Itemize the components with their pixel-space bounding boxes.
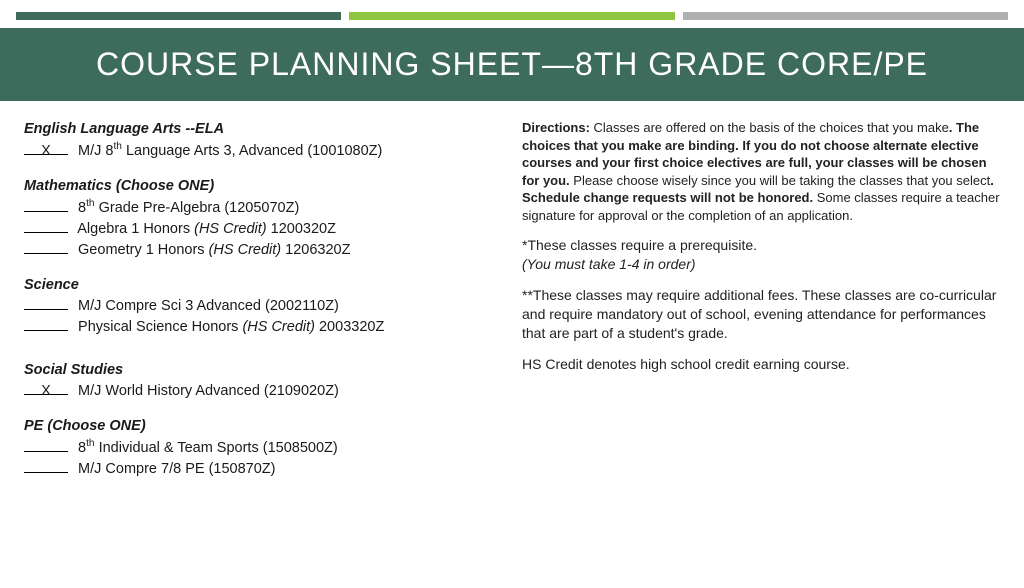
section-heading-pe: PE (Choose ONE) [24, 416, 494, 437]
section-heading-science: Science [24, 275, 494, 296]
course-row: Geometry 1 Honors (HS Credit) 1206320Z [24, 240, 494, 261]
t: 8 [78, 440, 86, 456]
t: *These classes require a prerequisite. [522, 237, 757, 253]
hs-credit: (HS Credit) [242, 319, 315, 335]
course-label: Geometry 1 Honors (HS Credit) 1206320Z [78, 242, 350, 258]
course-row: M/J Compre 7/8 PE (150870Z) [24, 459, 494, 480]
course-row: X M/J 8th Language Arts 3, Advanced (100… [24, 140, 494, 162]
section-heading-ss: Social Studies [24, 360, 494, 381]
accent-bar-3 [683, 12, 1008, 20]
course-row: Physical Science Honors (HS Credit) 2003… [24, 317, 494, 338]
selection-blank[interactable] [24, 240, 68, 254]
selection-blank[interactable] [24, 317, 68, 331]
t: 8 [78, 200, 86, 216]
course-label: 8th Individual & Team Sports (1508500Z) [78, 440, 338, 456]
t: (You must take 1-4 in order) [522, 256, 696, 272]
selection-blank[interactable] [24, 198, 68, 212]
selection-blank[interactable] [24, 438, 68, 452]
directions-column: Directions: Classes are offered on the b… [522, 119, 1000, 494]
selection-blank[interactable]: X [24, 381, 68, 395]
hs-credit: (HS Credit) [209, 242, 282, 258]
section-ela: English Language Arts --ELA X M/J 8th La… [24, 119, 494, 162]
course-label: M/J 8th Language Arts 3, Advanced (10010… [78, 143, 382, 159]
t: 1200320Z [267, 221, 336, 237]
top-accent-bars [16, 12, 1008, 20]
t: Individual & Team Sports (1508500Z) [95, 440, 338, 456]
course-label: M/J Compre 7/8 PE (150870Z) [78, 461, 275, 477]
course-label: M/J World History Advanced (2109020Z) [78, 383, 339, 399]
t: Algebra 1 Honors [77, 221, 194, 237]
course-list-column: English Language Arts --ELA X M/J 8th La… [24, 119, 494, 494]
course-label: 8th Grade Pre-Algebra (1205070Z) [78, 200, 299, 216]
t: Geometry 1 Honors [78, 242, 209, 258]
t: Please choose wisely since you will be t… [570, 173, 991, 188]
hs-credit: (HS Credit) [194, 221, 267, 237]
course-label: Physical Science Honors (HS Credit) 2003… [78, 319, 384, 335]
course-row: X M/J World History Advanced (2109020Z) [24, 381, 494, 402]
t: Grade Pre-Algebra (1205070Z) [95, 200, 300, 216]
t: Classes are offered on the basis of the … [594, 120, 949, 135]
page-title: COURSE PLANNING SHEET—8TH GRADE CORE/PE [0, 28, 1024, 101]
hs-credit-note: HS Credit denotes high school credit ear… [522, 355, 1000, 374]
t: 1206320Z [281, 242, 350, 258]
course-row: 8th Individual & Team Sports (1508500Z) [24, 437, 494, 459]
accent-bar-2 [349, 12, 674, 20]
ordinal-suffix: th [86, 438, 94, 449]
course-row: M/J Compre Sci 3 Advanced (2002110Z) [24, 296, 494, 317]
selection-blank[interactable] [24, 296, 68, 310]
section-science: Science M/J Compre Sci 3 Advanced (20021… [24, 275, 494, 338]
directions-label: Directions: [522, 120, 594, 135]
t: Language Arts 3, Advanced (1001080Z) [122, 143, 382, 159]
fees-note: **These classes may require additional f… [522, 286, 1000, 343]
ordinal-suffix: th [86, 198, 94, 209]
course-row: Algebra 1 Honors (HS Credit) 1200320Z [24, 219, 494, 240]
section-pe: PE (Choose ONE) 8th Individual & Team Sp… [24, 416, 494, 480]
directions-paragraph: Directions: Classes are offered on the b… [522, 119, 1000, 224]
course-label: Algebra 1 Honors (HS Credit) 1200320Z [77, 221, 336, 237]
t: M/J 8 [78, 143, 113, 159]
content-columns: English Language Arts --ELA X M/J 8th La… [0, 101, 1024, 494]
accent-bar-1 [16, 12, 341, 20]
section-heading-ela: English Language Arts --ELA [24, 119, 494, 140]
course-row: 8th Grade Pre-Algebra (1205070Z) [24, 197, 494, 219]
selection-blank[interactable] [24, 459, 68, 473]
section-math: Mathematics (Choose ONE) 8th Grade Pre-A… [24, 176, 494, 261]
ordinal-suffix: th [113, 141, 121, 152]
course-label: M/J Compre Sci 3 Advanced (2002110Z) [78, 298, 339, 314]
t: 2003320Z [315, 319, 384, 335]
t: Physical Science Honors [78, 319, 242, 335]
prerequisite-note: *These classes require a prerequisite. (… [522, 236, 1000, 274]
selection-blank[interactable] [24, 219, 68, 233]
section-social-studies: Social Studies X M/J World History Advan… [24, 360, 494, 402]
selection-blank[interactable]: X [24, 141, 68, 155]
section-heading-math: Mathematics (Choose ONE) [24, 176, 494, 197]
